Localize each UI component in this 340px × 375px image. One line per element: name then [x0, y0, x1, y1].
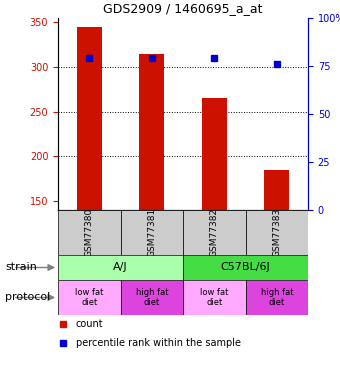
Bar [58, 255, 183, 280]
Text: A/J: A/J [113, 262, 128, 273]
Text: low fat
diet: low fat diet [200, 288, 228, 307]
Bar [183, 210, 245, 255]
Bar [77, 27, 102, 210]
Bar [264, 170, 289, 210]
Bar [183, 255, 308, 280]
Bar [58, 280, 120, 315]
Text: low fat
diet: low fat diet [75, 288, 103, 307]
Bar [120, 210, 183, 255]
Text: GSM77382: GSM77382 [210, 208, 219, 257]
Text: GSM77383: GSM77383 [272, 208, 281, 257]
Bar [245, 280, 308, 315]
Bar [245, 210, 308, 255]
Text: strain: strain [5, 262, 37, 273]
Text: count: count [75, 319, 103, 329]
Bar [202, 98, 227, 210]
Bar [139, 54, 164, 210]
Title: GDS2909 / 1460695_a_at: GDS2909 / 1460695_a_at [103, 3, 263, 15]
Bar [58, 210, 120, 255]
Bar [120, 280, 183, 315]
Text: protocol: protocol [5, 292, 50, 303]
Text: C57BL/6J: C57BL/6J [221, 262, 270, 273]
Bar [183, 280, 245, 315]
Text: GSM77381: GSM77381 [147, 208, 156, 257]
Text: high fat
diet: high fat diet [136, 288, 168, 307]
Text: high fat
diet: high fat diet [260, 288, 293, 307]
Text: GSM77380: GSM77380 [85, 208, 94, 257]
Text: percentile rank within the sample: percentile rank within the sample [75, 338, 240, 348]
